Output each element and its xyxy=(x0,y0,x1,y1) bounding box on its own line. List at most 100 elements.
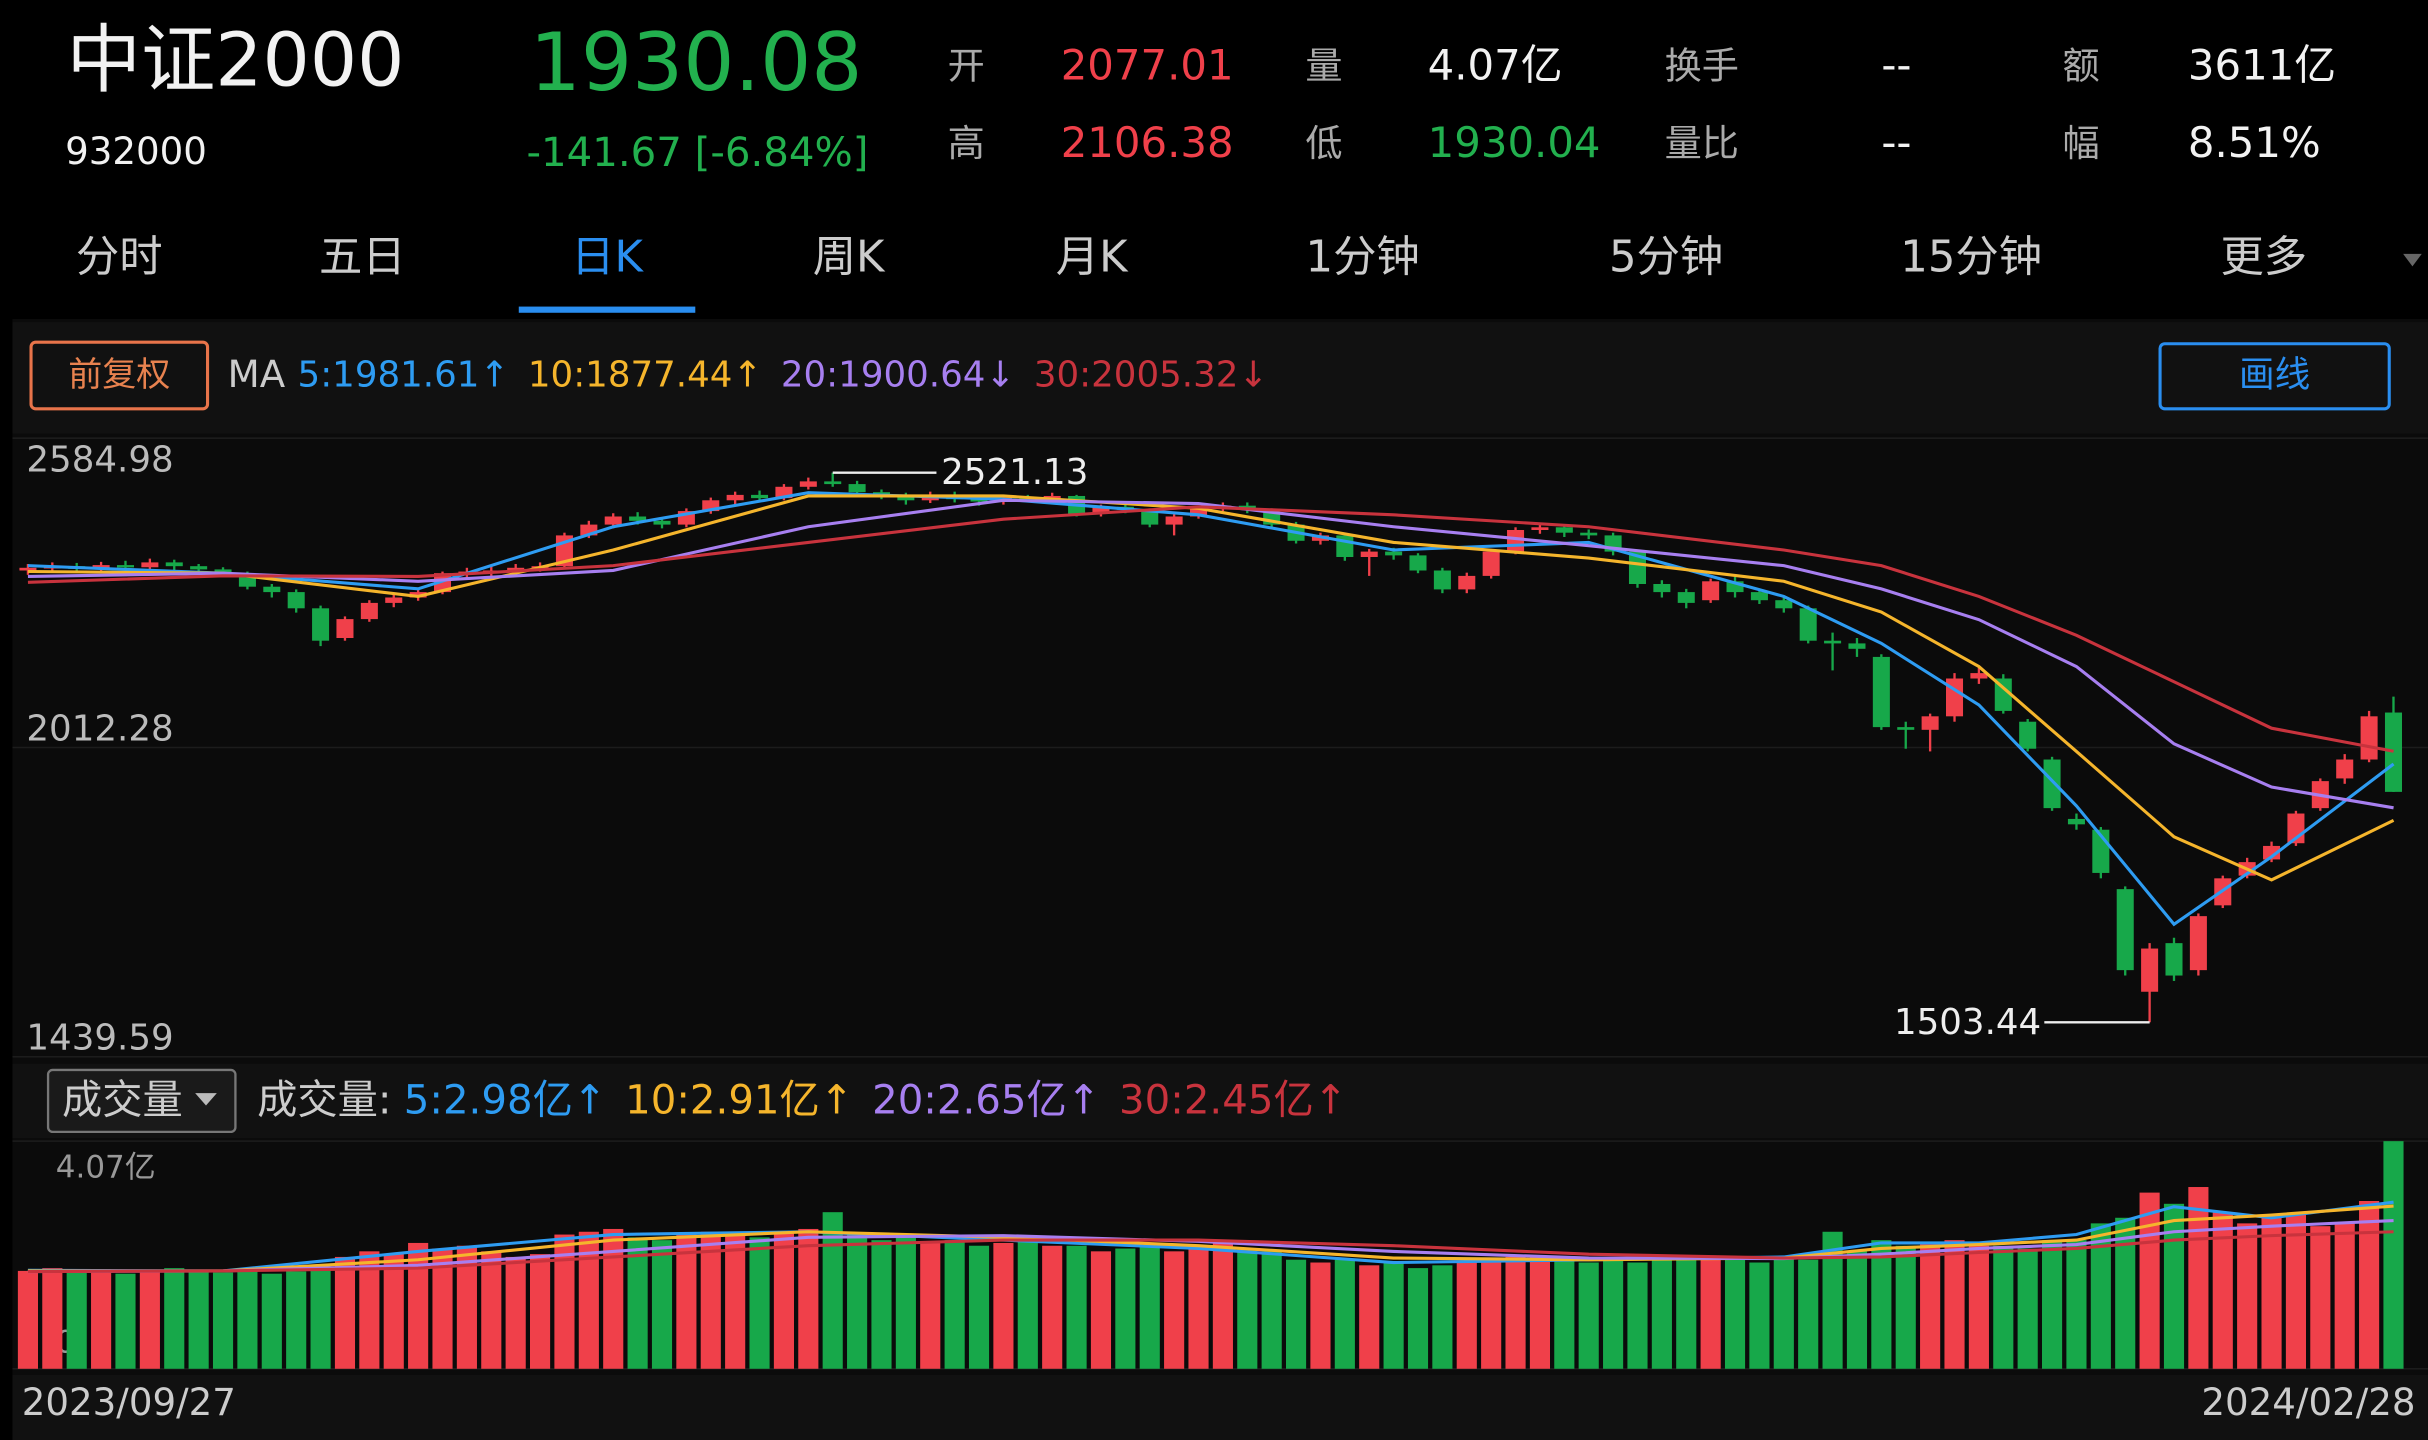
legend-item: 5:1981.61↑ xyxy=(298,354,510,395)
tab[interactable]: 15分钟 xyxy=(1900,233,2042,283)
legend-item: 30:2005.32↓ xyxy=(1034,354,1268,395)
candle-body xyxy=(2067,818,2085,825)
candle-body xyxy=(1360,551,1378,557)
ma-line xyxy=(27,1230,2394,1274)
volume-bar xyxy=(1017,1240,1038,1369)
quote-value: 2106.38 xyxy=(1061,118,1234,167)
candle-body xyxy=(1726,581,1744,593)
candle-body xyxy=(1385,551,1403,556)
volume-bar xyxy=(17,1270,38,1369)
volume-bar xyxy=(603,1228,624,1369)
volume-bar xyxy=(1310,1262,1331,1369)
volume-bar xyxy=(920,1242,941,1369)
tab[interactable]: 五日 xyxy=(319,233,406,283)
candle-body xyxy=(1702,581,1720,601)
candle-body xyxy=(2336,759,2354,779)
volume-selector-arrow xyxy=(195,1093,217,1106)
ma-line xyxy=(27,1219,2394,1274)
candle-body xyxy=(141,562,159,568)
volume-bar xyxy=(822,1212,843,1369)
volume-bar xyxy=(1212,1242,1233,1369)
candle-body xyxy=(1921,716,1939,730)
y-tick-label: 1439.59 xyxy=(26,1018,173,1059)
volume-bar xyxy=(1286,1259,1307,1369)
tab[interactable]: 周K xyxy=(813,233,886,283)
candle-body xyxy=(604,516,622,525)
candle-body xyxy=(1409,555,1427,571)
volume-bar xyxy=(1920,1242,1941,1369)
candle-body xyxy=(726,494,744,501)
draw-button[interactable] xyxy=(2158,342,2391,411)
volume-bar xyxy=(1798,1259,1819,1369)
volume-bar xyxy=(2042,1240,2063,1369)
tab[interactable]: 5分钟 xyxy=(1609,233,1723,283)
volume-bar xyxy=(2212,1212,2233,1369)
volume-bar xyxy=(676,1234,697,1369)
volume-selector[interactable] xyxy=(46,1068,237,1134)
tab-underline xyxy=(518,306,696,313)
quote-value: 1930.04 xyxy=(1428,118,1601,167)
volume-bar xyxy=(944,1240,965,1369)
volume-bar xyxy=(2310,1226,2331,1369)
adjust-button[interactable] xyxy=(29,340,210,411)
tab[interactable]: 分时 xyxy=(76,233,163,283)
volume-bar xyxy=(164,1268,185,1369)
candle-body xyxy=(2019,721,2037,749)
volume-bar xyxy=(2163,1203,2185,1369)
volume-bar xyxy=(212,1272,234,1369)
quote-label: 量 xyxy=(1305,45,1342,88)
ma-label: MA xyxy=(228,353,286,396)
tab[interactable]: 月K xyxy=(1056,233,1129,283)
volume-bar xyxy=(968,1245,990,1369)
candle-body xyxy=(848,484,866,493)
quote-label: 低 xyxy=(1305,122,1342,165)
candle-body xyxy=(1482,551,1500,576)
candle-body xyxy=(336,619,354,639)
candle-body xyxy=(775,486,793,499)
candle-body xyxy=(2141,948,2159,992)
volume-bar xyxy=(1554,1259,1575,1369)
draw-label: 画线 xyxy=(2239,354,2310,395)
quote-value: 8.51% xyxy=(2188,118,2321,167)
adjust-label: 前复权 xyxy=(68,355,170,395)
candle-body xyxy=(214,569,232,574)
volume-bar xyxy=(2285,1214,2306,1369)
volume-bar xyxy=(310,1265,331,1369)
volume-bar xyxy=(1651,1259,1672,1369)
volume-bar xyxy=(530,1254,551,1369)
candle-body xyxy=(287,592,305,609)
candle-body xyxy=(312,608,330,641)
volume-bar xyxy=(1578,1262,1599,1369)
volume-bar xyxy=(456,1245,477,1369)
volume-bar xyxy=(2066,1240,2087,1369)
candle-body xyxy=(897,495,915,501)
volume-bar xyxy=(895,1237,916,1369)
volume-bar xyxy=(1164,1251,1185,1369)
legend-item: 20:1900.64↓ xyxy=(781,354,1015,395)
tab-more-arrow[interactable] xyxy=(2403,253,2422,267)
low-marker-label: 1503.44 xyxy=(1894,1002,2041,1043)
volume-bar xyxy=(1139,1245,1160,1369)
volume-bar xyxy=(749,1237,770,1369)
volume-bar xyxy=(383,1254,404,1369)
volume-bar xyxy=(1090,1251,1112,1369)
volume-bar xyxy=(1505,1256,1526,1369)
tab[interactable]: 更多 xyxy=(2220,233,2307,283)
volume-bar xyxy=(578,1231,599,1369)
volume-bar xyxy=(1993,1245,2014,1369)
volume-bar xyxy=(1456,1262,1477,1369)
ma-line xyxy=(27,498,2394,810)
volume-bar xyxy=(1676,1256,1697,1369)
volume-bar xyxy=(359,1251,380,1369)
candle-body xyxy=(263,586,281,593)
quote-value: -- xyxy=(1881,118,1911,167)
volume-bar xyxy=(2237,1223,2258,1369)
quote-label: 额 xyxy=(2063,45,2100,88)
tab[interactable]: 1分钟 xyxy=(1306,233,1420,283)
volume-bar xyxy=(2017,1248,2038,1369)
candle-body xyxy=(2384,712,2402,792)
tab[interactable]: 日K xyxy=(571,233,644,283)
candle-body xyxy=(1824,640,1842,644)
last-price: 1930.08 xyxy=(530,15,863,109)
volume-bar xyxy=(1627,1262,1648,1369)
